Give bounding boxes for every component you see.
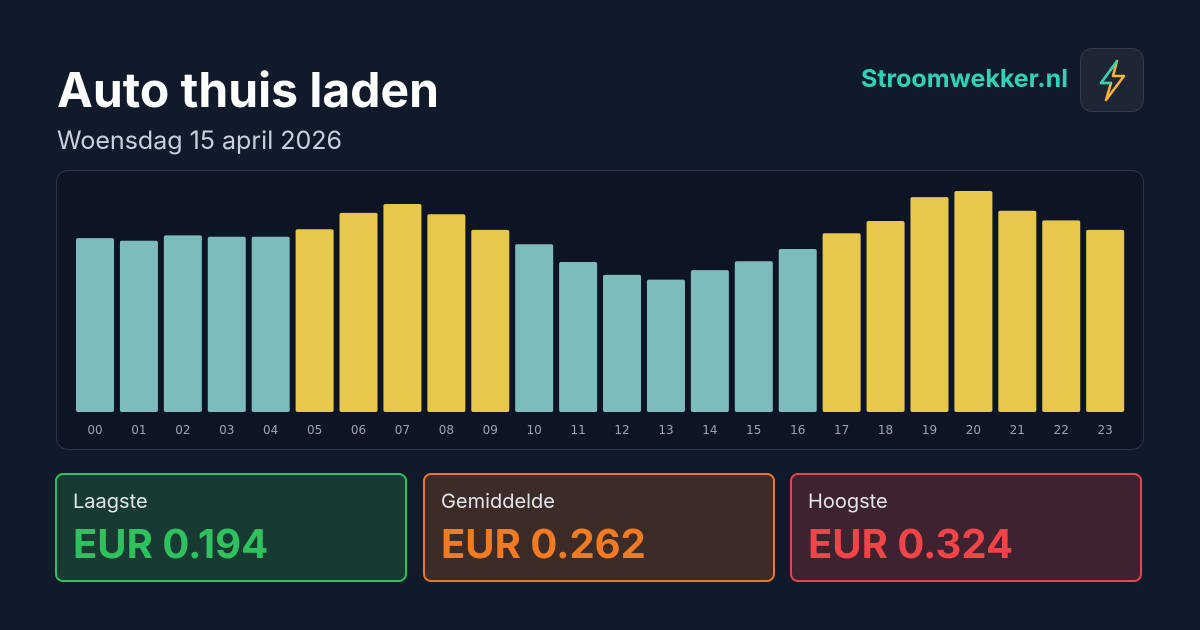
x-tick-label: 16: [790, 423, 805, 437]
stat-card: Laagste EUR 0.194: [55, 473, 407, 582]
x-tick-label: 17: [834, 423, 849, 437]
bar: [471, 229, 510, 412]
stat-card: Gemiddelde EUR 0.262: [423, 473, 775, 582]
x-tick-label: 11: [570, 423, 585, 437]
brand[interactable]: Stroomwekker.nl: [860, 64, 1068, 94]
bolt: [1099, 59, 1126, 102]
x-tick-label: 15: [746, 423, 761, 437]
x-tick-label: 19: [922, 423, 937, 437]
bar: [295, 229, 334, 412]
x-tick-label: 06: [351, 423, 366, 437]
x-tick-label: 18: [878, 423, 893, 437]
x-tick-label: 13: [658, 423, 673, 437]
x-tick-label: 02: [175, 423, 190, 437]
x-tick-label: 00: [87, 423, 102, 437]
x-tick-label: 09: [483, 423, 498, 437]
bar: [339, 212, 378, 412]
bar: [998, 210, 1037, 412]
x-tick-label: 12: [614, 423, 629, 437]
bar: [251, 236, 290, 412]
stat-value: EUR 0.194: [73, 519, 269, 568]
bar: [954, 191, 993, 412]
stat-card: Hoogste EUR 0.324: [790, 473, 1142, 582]
bar: [646, 279, 685, 412]
x-tick-label: 04: [263, 423, 278, 437]
bar: [427, 214, 466, 412]
bar: [1086, 229, 1125, 412]
x-tick-label: 07: [395, 423, 410, 437]
bar: [207, 236, 246, 412]
bar: [559, 261, 598, 412]
bar: [603, 274, 642, 412]
bar: [822, 233, 861, 412]
date: Woensdag 15 april 2026: [57, 126, 343, 156]
title: Auto thuis laden: [57, 60, 439, 119]
bar: [910, 197, 949, 412]
x-tick-label: 23: [1098, 423, 1113, 437]
stat-value: EUR 0.262: [441, 519, 646, 568]
bar: [778, 248, 817, 412]
bar: [866, 221, 905, 412]
stat-label: Hoogste: [808, 489, 888, 513]
stat-value: EUR 0.324: [808, 519, 1013, 568]
x-tick-label: 20: [966, 423, 981, 437]
x-tick-label: 10: [527, 423, 542, 437]
bar: [1042, 220, 1081, 412]
x-tick-label: 21: [1010, 423, 1025, 437]
x-tick-label: 14: [702, 423, 717, 437]
logo-icon[interactable]: [1080, 48, 1144, 112]
x-tick-label: 22: [1054, 423, 1069, 437]
stat-label: Gemiddelde: [441, 489, 555, 513]
x-tick-label: 01: [131, 423, 146, 437]
bar: [734, 261, 773, 412]
x-tick-label: 05: [307, 423, 322, 437]
x-tick-label: 08: [439, 423, 454, 437]
stat-label: Laagste: [73, 489, 148, 513]
bar: [163, 235, 202, 412]
bar: [383, 203, 422, 412]
bar: [119, 240, 158, 412]
bar: [690, 270, 729, 412]
x-tick-label: 03: [219, 423, 234, 437]
bar: [76, 238, 114, 412]
bar: [515, 244, 554, 412]
